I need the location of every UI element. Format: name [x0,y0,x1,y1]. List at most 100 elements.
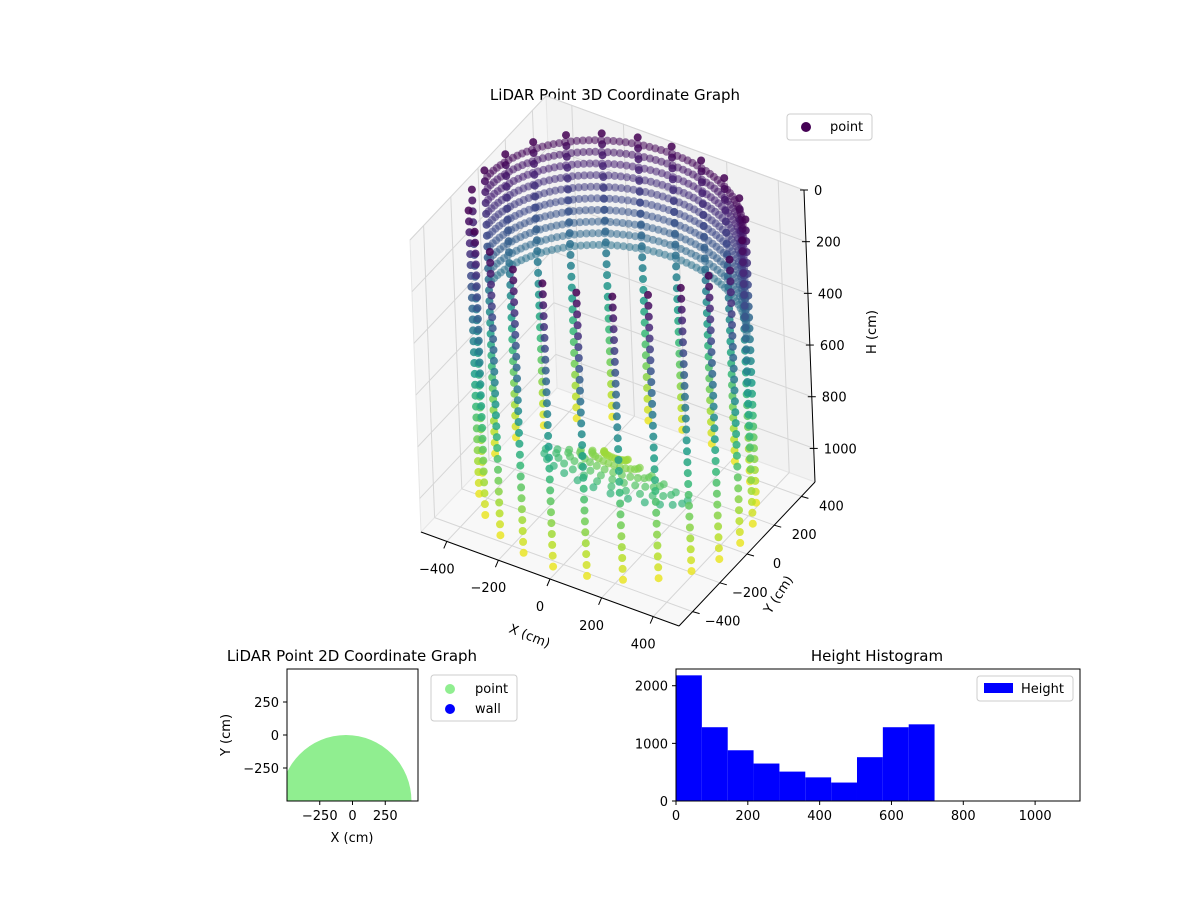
point-3d [512,352,521,361]
grid-z-left [417,302,555,448]
point-3d [570,242,579,251]
point-3d [746,465,755,474]
point-3d [568,465,577,474]
grid-z-back [555,353,814,449]
point-3d [598,159,606,168]
point-3d [734,484,743,493]
point-3d [712,489,721,498]
point-3d [548,551,557,560]
point-3d [685,501,693,510]
point-3d [481,511,490,519]
point-3d [613,434,622,443]
point-3d [479,467,488,476]
point-3d [478,423,487,432]
point-3d [529,138,538,147]
point-3d [515,428,523,437]
point-3d [581,194,589,203]
point-3d [659,492,668,500]
point-3d [501,150,510,159]
point-3d [619,575,627,584]
point-3d [644,301,653,310]
histogram-bar [882,727,909,801]
chart-3d-legend-box [786,113,873,141]
point-3d [575,218,584,227]
point-3d [573,160,582,169]
point-3d [604,171,613,180]
point-3d [646,345,654,354]
point-3d [542,388,551,397]
point-3d [597,129,606,138]
point-3d [471,260,480,269]
y-tick-label: 400 [819,499,844,514]
point-3d [742,356,751,365]
point-3d [585,159,594,168]
point-3d [486,269,495,278]
point-3d [474,325,483,334]
point-3d [546,486,555,495]
point-3d [646,356,655,365]
x-tick-label: 800 [951,809,976,824]
point-3d [730,397,739,406]
point-3d [710,435,719,444]
point-3d [478,434,487,443]
point-3d [638,264,647,273]
point-3d [729,353,738,362]
point-3d [484,195,493,204]
point-3d [732,451,741,460]
point-3d [494,476,503,485]
point-3d [517,494,526,503]
point-3d [585,147,594,156]
point-3d [637,233,646,242]
point-3d [649,443,658,452]
x-tick [494,560,499,568]
point-3d [593,206,602,214]
point-3d [647,389,656,397]
point-3d [575,375,584,384]
point-3d [496,520,504,529]
point-3d [609,148,618,157]
histogram-bar [908,724,935,801]
point-3d [579,148,588,157]
point-3d [480,478,489,487]
point-3d [680,392,689,401]
point-3d [745,421,754,430]
point-3d [708,369,717,378]
point-3d [740,290,749,299]
point-3d [560,459,569,468]
point-3d [581,528,590,537]
x-tick-label: 0 [536,600,544,615]
point-3d [644,290,652,299]
point-3d [608,303,617,312]
histogram-bar [676,675,702,801]
x-tick-label: 200 [579,619,604,634]
point-3d [630,209,639,217]
y-tick [746,553,755,557]
point-3d [572,136,581,145]
point-3d [567,160,576,169]
point-3d [587,206,596,214]
point-3d [621,138,630,147]
chart-2d-legend-marker-wall [445,704,455,714]
point-3d [640,498,649,507]
point-3d [573,148,582,157]
point-3d [543,421,552,429]
chart-3d-axes: −400−20002004004002000−200−4000200400600… [419,184,857,653]
point-3d [685,523,694,532]
point-3d [589,483,598,492]
point-3d [515,439,524,448]
point-3d [683,469,692,478]
point-3d [511,341,520,350]
point-3d [686,534,695,543]
point-3d [650,465,659,474]
point-3d [549,562,558,571]
point-3d [654,574,663,583]
point-3d [476,369,484,378]
chart-3d-legend-marker [801,122,811,132]
point-3d [614,445,623,454]
chart-2d-legend-label-wall: wall [475,702,501,717]
point-3d [513,385,522,394]
point-3d [625,243,634,251]
point-3d [610,336,618,345]
point-3d [606,229,615,238]
point-3d [578,452,587,460]
